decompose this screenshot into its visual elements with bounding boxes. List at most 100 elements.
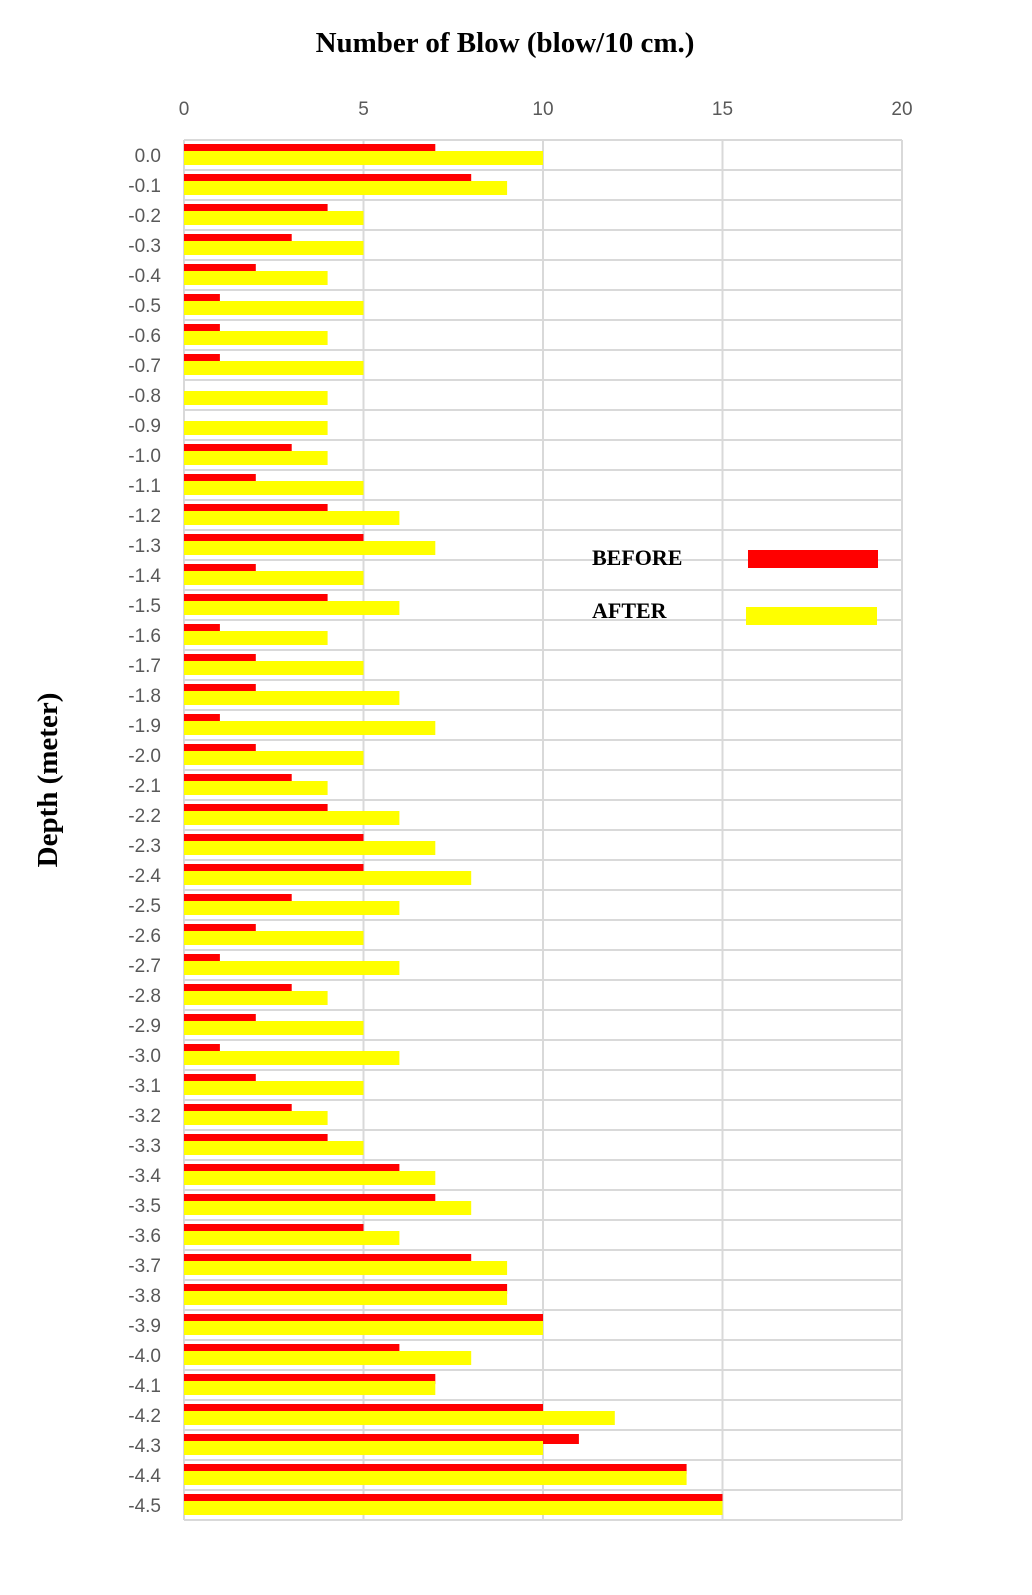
y-tick-label: -1.5	[128, 596, 161, 617]
bar-before	[184, 1344, 400, 1354]
bar-after	[184, 1441, 543, 1455]
y-tick-label: -0.8	[128, 386, 161, 407]
bar-before	[184, 294, 220, 304]
bar-before	[184, 324, 220, 334]
bar-after	[184, 871, 472, 885]
bar-after	[184, 1051, 400, 1065]
y-tick-label: -0.7	[128, 356, 161, 377]
bar-after	[184, 181, 508, 195]
bar-before	[184, 1314, 543, 1324]
y-tick-label: -4.4	[128, 1466, 161, 1487]
bar-after	[184, 841, 436, 855]
y-tick-label: -3.2	[128, 1106, 161, 1127]
bar-before	[184, 1044, 220, 1054]
x-tick-label: 20	[891, 99, 912, 120]
y-tick-label: -0.9	[128, 416, 161, 437]
y-tick-label: -2.9	[128, 1016, 161, 1037]
bar-before	[184, 144, 436, 154]
y-tick-label: -3.6	[128, 1226, 161, 1247]
bar-after	[184, 1021, 364, 1035]
y-tick-label: -0.5	[128, 296, 161, 317]
bar-after	[184, 331, 328, 345]
bar-before	[184, 444, 292, 454]
y-tick-label: -3.5	[128, 1196, 161, 1217]
bar-after	[184, 1141, 364, 1155]
y-tick-label: -0.1	[128, 176, 161, 197]
y-tick-label: -3.3	[128, 1136, 161, 1157]
bar-after	[184, 901, 400, 915]
y-axis-ticks: 0.0 -0.1 -0.2 -0.3 -0.4 -0.5 -0.6 -0.7 -0.8 -0.9 -…	[128, 146, 161, 1517]
y-tick-label: -3.0	[128, 1046, 161, 1067]
bar-before	[184, 684, 256, 694]
y-tick-label: -4.1	[128, 1376, 161, 1397]
bar-before	[184, 744, 256, 754]
bar-after	[184, 1231, 400, 1245]
y-tick-label: -2.2	[128, 806, 161, 827]
bar-after	[184, 961, 400, 975]
x-tick-label: 15	[712, 99, 733, 120]
bar-before	[184, 204, 328, 214]
y-axis-label: Depth (meter)	[32, 693, 64, 868]
bar-after	[184, 151, 543, 165]
y-tick-label: -1.8	[128, 686, 161, 707]
bar-before	[184, 984, 292, 994]
gridlines	[183, 139, 903, 1521]
legend-swatch-after	[746, 607, 877, 625]
bar-after	[184, 1111, 328, 1125]
y-tick-label: -3.7	[128, 1256, 161, 1277]
bar-before	[184, 1404, 543, 1414]
bar-before	[184, 864, 364, 874]
bar-after	[184, 721, 436, 735]
bar-before	[184, 714, 220, 724]
x-axis-ticks: 0 5 10 15 20	[179, 99, 913, 120]
y-tick-label: -1.3	[128, 536, 161, 557]
bar-after	[184, 661, 364, 675]
bar-after	[184, 991, 328, 1005]
bar-before	[184, 234, 292, 244]
bar-after	[184, 481, 364, 495]
y-tick-label: -1.2	[128, 506, 161, 527]
y-tick-label: -1.6	[128, 626, 161, 647]
bar-before	[184, 1224, 364, 1234]
bar-after	[184, 421, 328, 435]
y-tick-label: -2.7	[128, 956, 161, 977]
bar-before	[184, 894, 292, 904]
y-tick-label: 0.0	[135, 146, 161, 167]
y-tick-label: -3.4	[128, 1166, 161, 1187]
bar-after	[184, 541, 436, 555]
bar-after	[184, 691, 400, 705]
bar-after	[184, 241, 364, 255]
bar-before	[184, 1104, 292, 1114]
bar-after	[184, 1501, 723, 1515]
y-tick-label: -2.3	[128, 836, 161, 857]
bar-after	[184, 1291, 508, 1305]
bar-before	[184, 1134, 328, 1144]
bar-after	[184, 1081, 364, 1095]
legend: BEFORE AFTER	[592, 545, 878, 625]
bar-before	[184, 924, 256, 934]
y-tick-label: -1.1	[128, 476, 161, 497]
x-tick-label: 5	[358, 99, 369, 120]
bar-after	[184, 1261, 508, 1275]
y-tick-label: -2.0	[128, 746, 161, 767]
bar-after	[184, 1351, 472, 1365]
bar-before	[184, 834, 364, 844]
bar-before	[184, 624, 220, 634]
bar-before	[184, 1164, 400, 1174]
bar-after	[184, 511, 400, 525]
bar-before	[184, 174, 472, 184]
bar-after	[184, 1411, 615, 1425]
y-tick-label: -0.2	[128, 206, 161, 227]
y-tick-label: -4.3	[128, 1436, 161, 1457]
bar-before	[184, 774, 292, 784]
y-tick-label: -3.8	[128, 1286, 161, 1307]
y-tick-label: -4.0	[128, 1346, 161, 1367]
y-tick-label: -3.1	[128, 1076, 161, 1097]
bar-before	[184, 1494, 723, 1504]
y-tick-label: -1.4	[128, 566, 161, 587]
bar-before	[184, 1254, 472, 1264]
y-tick-label: -0.6	[128, 326, 161, 347]
bar-before	[184, 354, 220, 364]
legend-label-after: AFTER	[592, 598, 668, 623]
bar-after	[184, 451, 328, 465]
